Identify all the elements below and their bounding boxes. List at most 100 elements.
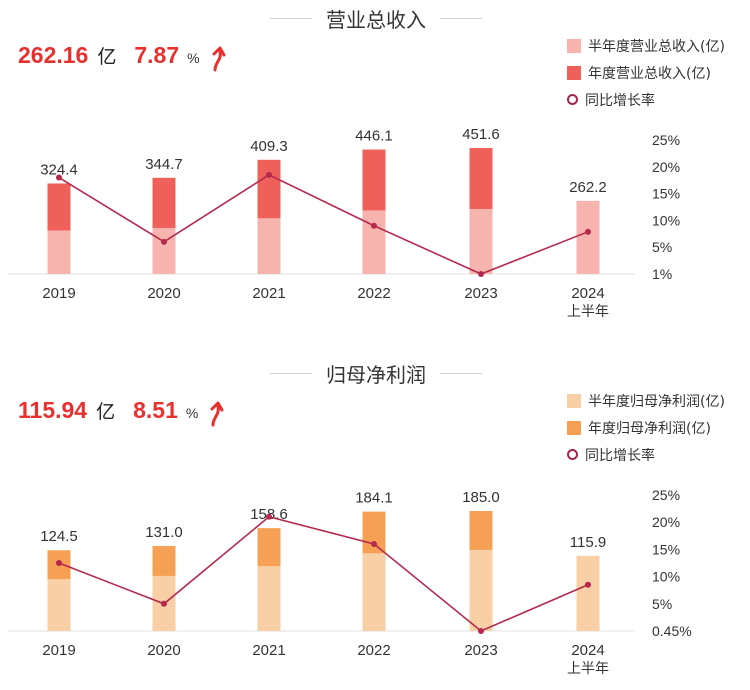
y-right-tick-label: 25% xyxy=(652,487,680,503)
kpi-unit: 亿 xyxy=(97,46,117,68)
growth-rate-point xyxy=(161,238,167,245)
growth-rate-point xyxy=(56,560,62,566)
bar-value-label: 324.4 xyxy=(40,161,78,178)
x-tick-label: 2024 xyxy=(571,642,604,659)
bar-half-year xyxy=(576,200,600,274)
growth-rate-point xyxy=(585,228,591,235)
legend-ring-icon xyxy=(567,449,578,460)
legend-swatch-half xyxy=(567,393,581,408)
x-tick-label: 2023 xyxy=(464,285,497,302)
bar-half-year xyxy=(47,230,71,274)
bar-value-label: 124.5 xyxy=(40,528,78,545)
growth-rate-point xyxy=(371,222,377,229)
y-right-tick-label: 10% xyxy=(652,212,680,228)
kpi-growth-unit: % xyxy=(187,50,200,66)
y-right-tick-label: 20% xyxy=(652,514,680,530)
legend-item-growth: 同比增长率 xyxy=(567,86,725,113)
x-tick-label: 2021 xyxy=(252,285,285,302)
chart-title-wrap: 归母净利润 xyxy=(0,359,750,389)
chart-title: 归母净利润 xyxy=(326,363,426,387)
y-right-tick-label: 1% xyxy=(652,266,672,282)
profit-chart-panel: 归母净利润 115.94 亿 8.51 % 半年度归母净利润(亿) 年度归母净利… xyxy=(0,355,750,690)
legend-item-annual: 年度归母净利润(亿) xyxy=(567,414,725,441)
legend-item-half: 半年度营业总收入(亿) xyxy=(567,32,725,59)
growth-rate-point xyxy=(478,628,484,634)
chart-title-wrap: 营业总收入 xyxy=(0,4,750,34)
legend-swatch-annual xyxy=(567,420,581,435)
x-tick-label: 2020 xyxy=(147,642,180,659)
up-arrow-icon xyxy=(212,46,226,72)
bar-value-label: 262.2 xyxy=(569,179,607,196)
x-tick-label: 2023 xyxy=(464,642,497,659)
legend-label-annual: 年度归母净利润(亿) xyxy=(588,420,711,437)
up-arrow-icon xyxy=(210,401,224,427)
bar-value-label: 409.3 xyxy=(250,138,288,155)
x-tick-label: 2022 xyxy=(357,642,390,659)
bar-value-label: 344.7 xyxy=(145,156,183,173)
chart-title: 营业总收入 xyxy=(326,8,426,32)
bar-half-year xyxy=(257,566,281,631)
legend-label-annual: 年度营业总收入(亿) xyxy=(588,65,711,82)
legend-item-half: 半年度归母净利润(亿) xyxy=(567,387,725,414)
bar-value-label: 446.1 xyxy=(355,128,393,145)
y-right-tick-label: 15% xyxy=(652,186,680,202)
growth-rate-point xyxy=(478,271,484,277)
title-divider-left xyxy=(270,18,312,19)
bar-half-year xyxy=(257,218,281,274)
kpi-growth: 8.51 xyxy=(133,397,178,423)
legend-swatch-half xyxy=(567,38,581,53)
y-right-tick-label: 25% xyxy=(652,132,680,148)
bar-half-year xyxy=(152,227,176,274)
growth-rate-point xyxy=(266,513,272,520)
y-right-tick-label: 5% xyxy=(652,596,672,612)
x-tick-label: 2024 xyxy=(571,285,604,302)
bar-value-label: 451.6 xyxy=(462,126,500,143)
legend-label-growth: 同比增长率 xyxy=(585,92,655,109)
growth-rate-point xyxy=(266,171,272,178)
bar-half-year xyxy=(469,208,493,274)
kpi-growth-unit: % xyxy=(185,405,199,421)
bar-value-label: 131.0 xyxy=(145,524,183,541)
chart-legend: 半年度归母净利润(亿) 年度归母净利润(亿) 同比增长率 xyxy=(567,387,725,468)
y-right-tick-label: 15% xyxy=(652,541,680,557)
y-right-tick-label: 5% xyxy=(652,239,672,255)
profit-chart-svg: 124.52019131.02020158.62021184.12022185.… xyxy=(8,487,692,676)
title-divider-right xyxy=(440,373,482,374)
y-right-tick-label: 20% xyxy=(652,159,680,175)
growth-rate-line xyxy=(58,173,589,275)
bar-value-label: 185.0 xyxy=(462,489,500,506)
kpi-value: 115.94 xyxy=(18,397,88,423)
kpi-summary: 115.94 亿 8.51 % xyxy=(18,397,224,431)
legend-swatch-annual xyxy=(567,65,581,80)
x-tick-sublabel: 上半年 xyxy=(567,303,609,319)
legend-label-half: 半年度营业总收入(亿) xyxy=(588,38,725,55)
y-right-tick-label: 0.45% xyxy=(652,623,692,639)
bar-half-year xyxy=(576,555,600,631)
bar-half-year xyxy=(47,579,71,631)
legend-item-annual: 年度营业总收入(亿) xyxy=(567,59,725,86)
kpi-growth: 7.87 xyxy=(134,42,180,68)
bar-value-label: 184.1 xyxy=(355,490,393,507)
title-divider-right xyxy=(440,18,482,19)
growth-rate-point xyxy=(585,581,591,588)
kpi-unit: 亿 xyxy=(96,401,116,423)
growth-rate-point xyxy=(56,174,62,181)
bar-half-year xyxy=(362,553,386,631)
revenue-chart-svg: 324.4 2019 344.7 2020 409.3 2021 446.1 2022 451.… xyxy=(8,126,680,319)
x-tick-label: 2022 xyxy=(357,285,390,302)
chart-legend: 半年度营业总收入(亿) 年度营业总收入(亿) 同比增长率 xyxy=(567,32,725,113)
bar-value-label: 115.9 xyxy=(570,534,606,551)
growth-rate-point xyxy=(161,600,167,607)
title-divider-left xyxy=(270,373,312,374)
x-tick-sublabel: 上半年 xyxy=(567,660,609,676)
legend-item-growth: 同比增长率 xyxy=(567,441,725,468)
growth-rate-point xyxy=(371,540,377,547)
x-tick-label: 2019 xyxy=(42,285,75,302)
kpi-summary: 262.16 亿 7.87 % xyxy=(18,42,226,76)
revenue-chart-panel: 营业总收入 262.16 亿 7.87 % 半年度营业总收入(亿) 年度营业总收… xyxy=(0,4,750,319)
legend-label-half: 半年度归母净利润(亿) xyxy=(588,393,725,410)
bar-half-year xyxy=(362,210,386,274)
legend-ring-icon xyxy=(567,94,578,105)
legend-label-growth: 同比增长率 xyxy=(585,447,655,464)
y-right-tick-label: 10% xyxy=(652,569,680,585)
